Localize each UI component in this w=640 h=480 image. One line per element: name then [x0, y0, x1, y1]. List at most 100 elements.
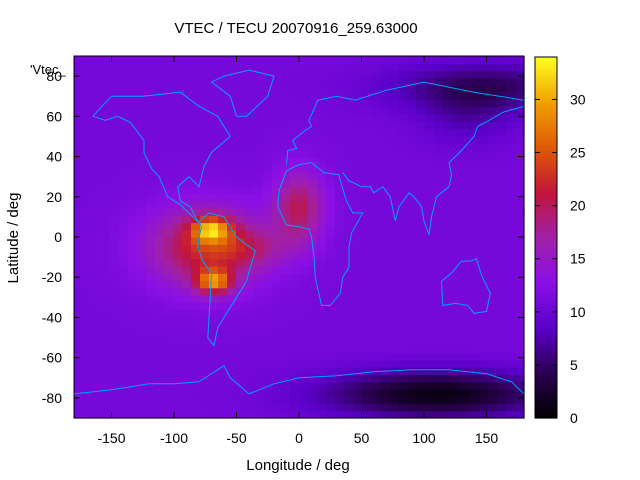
heatmap-cell: [200, 258, 210, 267]
heatmap-cell: [353, 179, 363, 187]
heatmap-cell: [110, 410, 120, 419]
heatmap-cell: [443, 287, 453, 296]
heatmap-cell: [371, 77, 381, 86]
heatmap-cell: [83, 229, 93, 238]
heatmap-cell: [227, 186, 237, 195]
heatmap-cell: [137, 135, 147, 144]
heatmap-cell: [362, 150, 372, 158]
heatmap-cell: [137, 77, 147, 86]
heatmap-cell: [227, 251, 237, 260]
heatmap-cell: [245, 331, 255, 339]
heatmap-cell: [263, 367, 273, 376]
heatmap-cell: [272, 381, 282, 390]
heatmap-cell: [326, 273, 336, 282]
heatmap-cell: [299, 208, 309, 216]
heatmap-cell: [119, 302, 129, 310]
heatmap-cell: [164, 273, 174, 282]
heatmap-cell: [272, 273, 282, 282]
colorbar-segment: [535, 201, 557, 206]
heatmap-cell: [425, 280, 435, 289]
heatmap-cell: [470, 338, 480, 347]
heatmap-cell: [209, 229, 219, 238]
colorbar-segment: [535, 186, 557, 190]
heatmap-cell: [479, 84, 489, 93]
heatmap-cell: [74, 215, 84, 224]
heatmap-cell: [290, 164, 300, 173]
heatmap-cell: [353, 381, 363, 390]
heatmap-cell: [353, 258, 363, 267]
coastline-south-america: [197, 212, 256, 347]
heatmap-cell: [506, 215, 516, 224]
heatmap-cell: [290, 99, 300, 108]
heatmap-cell: [308, 360, 318, 368]
heatmap-cell: [200, 56, 210, 64]
heatmap-cell: [506, 179, 516, 187]
heatmap-cell: [119, 396, 129, 405]
heatmap-cell: [353, 77, 363, 86]
heatmap-cell: [497, 367, 507, 376]
heatmap-cell: [272, 294, 282, 303]
heatmap-cell: [470, 200, 480, 209]
heatmap-cell: [362, 113, 372, 122]
heatmap-cell: [281, 237, 291, 245]
heatmap-cell: [236, 381, 246, 390]
heatmap-cell: [110, 56, 120, 64]
heatmap-cell: [416, 389, 426, 397]
heatmap-cell: [497, 258, 507, 267]
heatmap-cell: [308, 287, 318, 296]
heatmap-cell: [326, 251, 336, 260]
colorbar-segment: [535, 99, 557, 103]
heatmap-cell: [362, 84, 372, 93]
heatmap-cell: [281, 121, 291, 129]
heatmap-cell: [461, 135, 471, 144]
heatmap-cell: [191, 265, 201, 274]
colorbar-segment: [535, 387, 557, 392]
heatmap-cell: [299, 229, 309, 238]
heatmap-cell: [290, 200, 300, 209]
heatmap-cell: [353, 186, 363, 195]
heatmap-cell: [227, 403, 237, 412]
heatmap-cell: [74, 229, 84, 238]
heatmap-cell: [335, 70, 345, 79]
colorbar-segment: [535, 225, 557, 230]
heatmap-cell: [155, 265, 165, 274]
heatmap-cell: [137, 200, 147, 209]
heatmap-cell: [200, 410, 210, 419]
heatmap-cell: [119, 56, 129, 64]
heatmap-cell: [425, 302, 435, 310]
colorbar-segment: [535, 66, 557, 70]
heatmap-cell: [299, 222, 309, 231]
heatmap-cell: [164, 302, 174, 310]
heatmap-cell: [515, 302, 525, 310]
heatmap-cell: [101, 222, 111, 231]
heatmap-cell: [263, 164, 273, 173]
heatmap-cell: [362, 396, 372, 405]
heatmap-cell: [425, 56, 435, 64]
heatmap-cell: [407, 323, 417, 332]
heatmap-cell: [119, 150, 129, 158]
heatmap-cell: [335, 294, 345, 303]
heatmap-cell: [254, 323, 264, 332]
heatmap-cell: [272, 106, 282, 115]
colorbar-segment: [535, 231, 557, 236]
heatmap-cell: [389, 113, 399, 122]
heatmap-cell: [83, 258, 93, 267]
colorbar-segment: [535, 246, 557, 251]
colorbar-tick-label: 20: [570, 198, 586, 214]
heatmap-cell: [137, 84, 147, 93]
colorbar-segment: [535, 87, 557, 91]
heatmap-cell: [92, 229, 102, 238]
heatmap-cell: [506, 403, 516, 412]
heatmap-cell: [479, 410, 489, 419]
heatmap-cell: [191, 367, 201, 376]
heatmap-cell: [515, 157, 525, 166]
heatmap-cell: [380, 237, 390, 245]
heatmap-cell: [227, 99, 237, 108]
heatmap-cell: [146, 179, 156, 187]
heatmap-cell: [515, 186, 525, 195]
heatmap-cell: [317, 338, 327, 347]
heatmap-cell: [344, 121, 354, 129]
heatmap-cell: [191, 251, 201, 260]
heatmap-cell: [236, 128, 246, 137]
